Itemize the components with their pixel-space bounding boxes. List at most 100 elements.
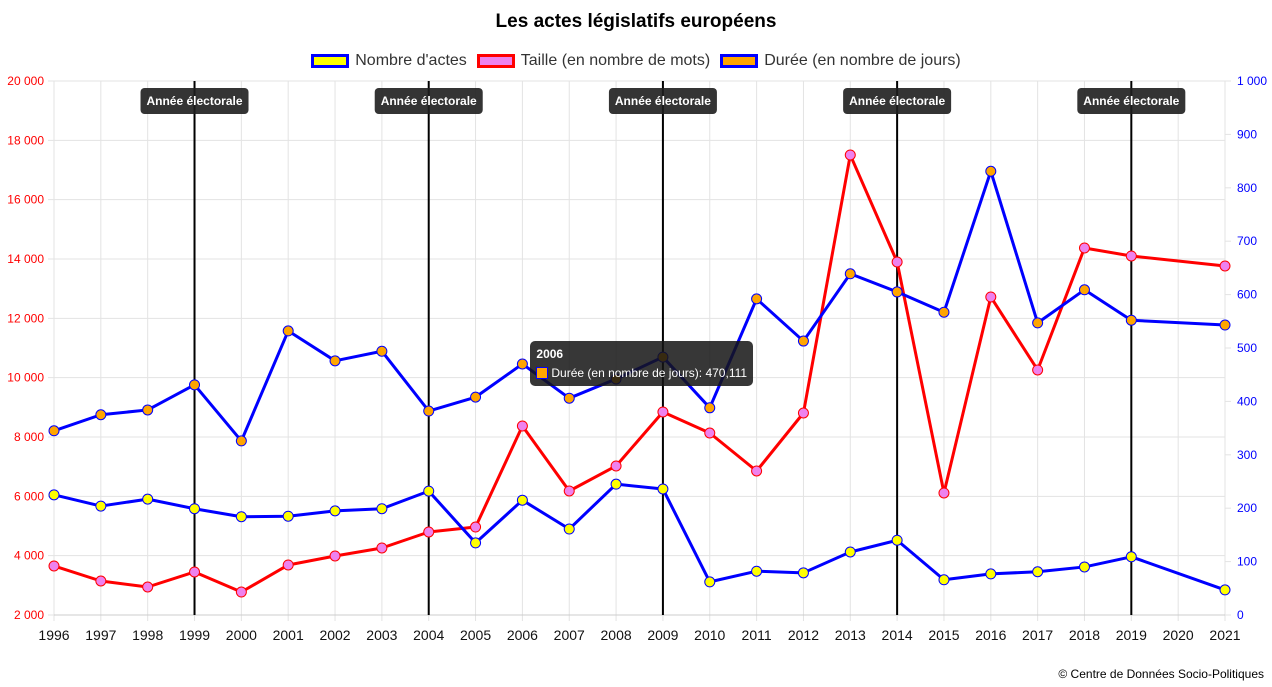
data-point [1078, 561, 1090, 573]
data-point [48, 560, 60, 572]
right-axis-tick-label: 0 [1237, 608, 1244, 622]
election-label-box [608, 88, 717, 114]
right-axis-tick-label: 100 [1237, 555, 1257, 569]
data-point [95, 500, 107, 512]
data-point [235, 435, 247, 447]
right-axis-tick-label: 900 [1237, 127, 1257, 141]
data-point [376, 542, 388, 554]
data-point [470, 391, 482, 403]
data-point [142, 493, 154, 505]
tooltip-swatch [536, 366, 549, 379]
x-tick-label: 2010 [694, 627, 725, 643]
x-tick-label: 1999 [179, 627, 210, 643]
election-label: Année électorale [381, 94, 477, 108]
x-tick-label: 1998 [132, 627, 163, 643]
data-point [938, 487, 950, 499]
tooltip-text: Durée (en nombre de jours): 470,111 [551, 365, 748, 380]
election-label-box [374, 88, 483, 114]
data-point [751, 565, 763, 577]
x-tick-label: 2005 [460, 627, 491, 643]
x-tick-label: 2006 [507, 627, 538, 643]
legend-label: Taille (en nombre de mots) [520, 52, 711, 69]
data-point [48, 425, 60, 437]
data-point [797, 407, 809, 419]
footer-credit: © Centre de Données Socio-Politiques [1058, 667, 1264, 681]
data-point [470, 537, 482, 549]
left-axis-tick-label: 14 000 [7, 252, 44, 266]
right-axis-tick-label: 800 [1237, 181, 1257, 195]
left-axis-tick-label: 4 000 [14, 549, 44, 563]
left-axis-tick-label: 8 000 [14, 430, 44, 444]
election-label-box [1077, 88, 1186, 114]
data-point [516, 358, 528, 370]
data-point [142, 581, 154, 593]
x-tick-label: 2011 [742, 627, 772, 643]
data-point [1219, 584, 1231, 596]
data-point [1125, 250, 1137, 262]
right-axis-tick-label: 200 [1237, 501, 1257, 515]
x-tick-label: 2014 [882, 627, 913, 643]
x-tick-label: 2016 [975, 627, 1006, 643]
data-point [891, 534, 903, 546]
data-point [1125, 314, 1137, 326]
chart-title: Les actes législatifs européens [495, 11, 777, 32]
data-point [985, 291, 997, 303]
election-label-box [140, 88, 249, 114]
data-point [985, 568, 997, 580]
data-point [1032, 364, 1044, 376]
right-axis-tick-label: 300 [1237, 448, 1257, 462]
x-tick-label: 2002 [319, 627, 350, 643]
data-point [48, 489, 60, 501]
left-axis-tick-label: 10 000 [7, 371, 44, 385]
data-point [610, 460, 622, 472]
x-tick-label: 2018 [1069, 627, 1100, 643]
x-tick-label: 2021 [1209, 627, 1240, 643]
right-axis-tick-label: 400 [1237, 394, 1257, 408]
data-point [844, 268, 856, 280]
series-line [53, 169, 1226, 443]
legend: Nombre d'actes Taille (en nombre de mots… [0, 52, 1272, 70]
left-axis-tick-label: 12 000 [7, 311, 44, 325]
x-tick-label: 2000 [226, 627, 257, 643]
election-label-box [843, 88, 952, 114]
x-tick-label: 2017 [1022, 627, 1053, 643]
data-point [891, 286, 903, 298]
tooltip-title: 2006 [536, 346, 564, 361]
x-tick-label: 2009 [647, 627, 678, 643]
left-axis-tick-label: 2 000 [14, 608, 44, 622]
data-point [657, 483, 669, 495]
data-point [423, 526, 435, 538]
data-point [751, 293, 763, 305]
data-point [329, 355, 341, 367]
data-point [95, 409, 107, 421]
x-tick-label: 2003 [366, 627, 397, 643]
data-point [470, 521, 482, 533]
data-point [516, 494, 528, 506]
tooltip: 2006 Durée (en nombre de jours): 470,111 [530, 340, 754, 386]
right-axis-tick-label: 700 [1237, 234, 1257, 248]
legend-item-taille[interactable]: Taille (en nombre de mots) [476, 52, 711, 70]
data-point [891, 256, 903, 268]
right-axis-tick-label: 600 [1237, 288, 1257, 302]
data-point [610, 478, 622, 490]
election-label: Année électorale [615, 94, 711, 108]
data-point [189, 379, 201, 391]
data-point [423, 405, 435, 417]
data-point [657, 406, 669, 418]
data-point [797, 567, 809, 579]
data-point [376, 503, 388, 515]
election-label: Année électorale [1083, 94, 1179, 108]
data-point [329, 505, 341, 517]
data-point [985, 165, 997, 177]
legend-item-actes[interactable]: Nombre d'actes [311, 52, 467, 70]
legend-label: Durée (en nombre de jours) [764, 52, 961, 69]
data-point [704, 576, 716, 588]
data-point [329, 550, 341, 562]
data-point [751, 465, 763, 477]
left-axis-tick-label: 16 000 [7, 193, 44, 207]
data-point [938, 574, 950, 586]
legend-item-duree[interactable]: Durée (en nombre de jours) [720, 52, 961, 70]
data-point [1032, 317, 1044, 329]
data-point [563, 392, 575, 404]
left-axis-tick-label: 20 000 [7, 74, 44, 88]
